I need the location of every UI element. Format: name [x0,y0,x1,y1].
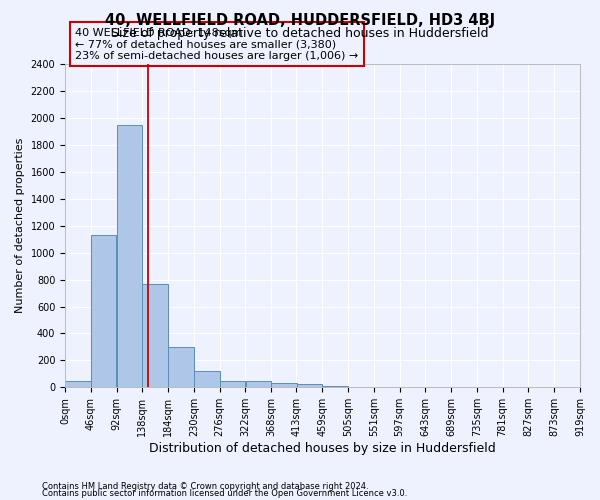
Bar [194,371,220,388]
Bar [117,124,142,388]
Bar [168,347,194,388]
Text: 40, WELLFIELD ROAD, HUDDERSFIELD, HD3 4BJ: 40, WELLFIELD ROAD, HUDDERSFIELD, HD3 4B… [105,12,495,28]
Y-axis label: Number of detached properties: Number of detached properties [15,138,25,314]
Bar [65,380,91,388]
Bar [271,382,297,388]
Bar [348,386,374,388]
Bar [142,284,168,388]
Bar [91,235,116,388]
Bar [296,384,322,388]
Bar [220,380,245,388]
Bar [322,386,348,388]
Bar [245,380,271,388]
Text: Contains HM Land Registry data © Crown copyright and database right 2024.: Contains HM Land Registry data © Crown c… [42,482,368,491]
X-axis label: Distribution of detached houses by size in Huddersfield: Distribution of detached houses by size … [149,442,496,455]
Text: Size of property relative to detached houses in Huddersfield: Size of property relative to detached ho… [111,28,489,40]
Text: 40 WELLFIELD ROAD: 148sqm
← 77% of detached houses are smaller (3,380)
23% of se: 40 WELLFIELD ROAD: 148sqm ← 77% of detac… [76,28,359,61]
Text: Contains public sector information licensed under the Open Government Licence v3: Contains public sector information licen… [42,488,407,498]
